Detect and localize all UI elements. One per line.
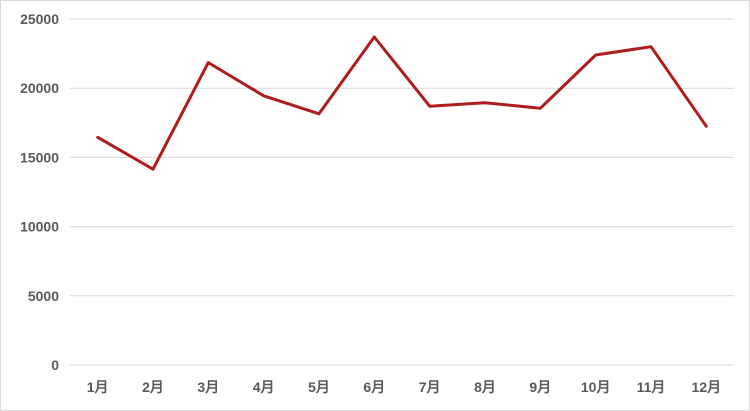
y-tick-label: 10000 [20, 219, 59, 235]
x-tick-label: 2月 [142, 379, 164, 395]
series-layer [96, 35, 708, 171]
y-tick-label: 0 [51, 357, 59, 373]
x-tick-label: 11月 [637, 379, 666, 395]
x-axis-ticks: 1月 2月 3月 4月 5月 6月 7月 8月 9月 10月 11月 12月 [87, 379, 721, 395]
y-tick-label: 15000 [20, 149, 59, 165]
x-tick-label: 1月 [87, 379, 109, 395]
x-tick-label: 9月 [529, 379, 551, 395]
x-tick-label: 10月 [581, 379, 611, 395]
y-tick-label: 5000 [28, 288, 59, 304]
x-tick-label: 8月 [474, 379, 496, 395]
y-tick-label: 25000 [20, 11, 59, 27]
x-tick-label: 4月 [253, 379, 275, 395]
x-tick-label: 5月 [308, 379, 330, 395]
x-tick-label: 3月 [197, 379, 219, 395]
grid-layer [70, 18, 734, 366]
x-tick-label: 6月 [363, 379, 385, 395]
y-axis-ticks: 0 5000 10000 15000 20000 25000 [20, 11, 59, 373]
x-tick-label: 12月 [692, 379, 722, 395]
series-line-0 [96, 35, 708, 171]
y-tick-label: 20000 [20, 80, 59, 96]
x-tick-label: 7月 [419, 379, 441, 395]
